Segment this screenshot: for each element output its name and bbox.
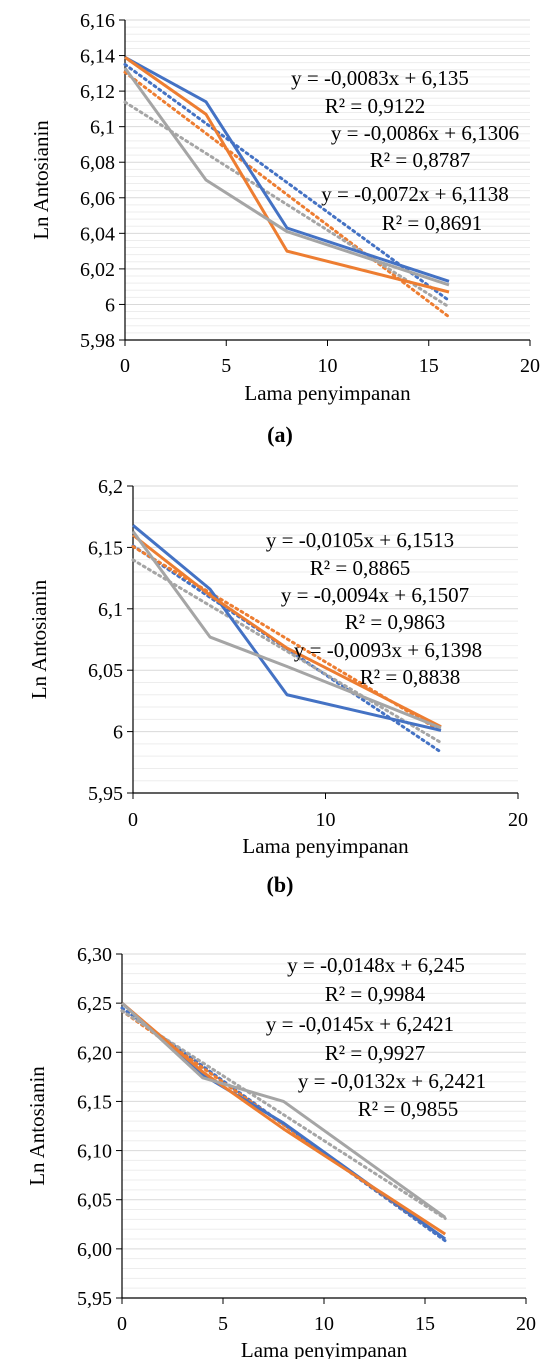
series-line-a-3 [123, 67, 450, 287]
series-line-b-2 [132, 533, 442, 729]
trendline-a-2 [123, 70, 451, 319]
y-tick-label-c: 6,20 [77, 1042, 112, 1064]
y-tick-label-a: 6 [105, 294, 115, 316]
y-tick-label-c: 6,05 [77, 1190, 112, 1212]
y-tick-label-b: 6,1 [98, 599, 123, 621]
series-line-b-3 [131, 530, 442, 730]
trend-annotation-c: R² = 0,9927 [325, 1041, 425, 1065]
y-tick-label-a: 6,1 [90, 117, 115, 139]
trendline-a-1 [123, 62, 451, 303]
y-tick-label-c: 6,30 [77, 944, 112, 966]
y-tick-label-b: 6,15 [88, 537, 123, 559]
y-tick-label-c: 6,10 [77, 1141, 112, 1163]
y-tick-label-a: 6,06 [80, 188, 115, 210]
trend-annotation-b: R² = 0,8838 [360, 665, 460, 689]
trend-annotation-c: y = -0,0148x + 6,245 [287, 953, 465, 977]
trend-annotation-b: y = -0,0094x + 6,1507 [281, 583, 469, 607]
trend-annotation-c: y = -0,0145x + 6,2421 [266, 1012, 454, 1036]
x-tick-label-a: 20 [520, 355, 540, 377]
trend-annotation-c: y = -0,0132x + 6,2421 [298, 1069, 486, 1093]
x-tick-label-a: 15 [419, 355, 439, 377]
trend-annotation-a: y = -0,0072x + 6,1138 [321, 182, 508, 206]
trend-annotation-a: y = -0,0086x + 6,1306 [331, 121, 519, 145]
chart-panel-b: 5,95 6 6,05 6,1 6,15 6,2 0 10 20 Lama penyimpanan… [0, 450, 560, 900]
trend-annotation-a: y = -0,0083x + 6,135 [291, 66, 469, 90]
y-axis-title-b: Ln Antosianin [27, 579, 51, 699]
y-axis-title-c: Ln Antosianin [25, 1066, 49, 1186]
y-tick-label-a: 6,04 [80, 223, 115, 245]
chart-svg-a: 5,98 6 6,02 6,04 6,06 6,08 6,1 6,12 6,14 6,16 0 5 10… [29, 10, 540, 447]
x-axis-title-a: Lama penyimpanan [244, 381, 411, 405]
panel-label-a: (a) [267, 422, 293, 447]
trend-annotation-c: R² = 0,9855 [358, 1097, 458, 1121]
y-axis-title-a: Ln Antosianin [29, 120, 53, 240]
y-tick-label-b: 6,2 [98, 476, 123, 498]
x-tick-label-b: 20 [508, 809, 528, 831]
y-tick-label-a: 6,12 [80, 81, 115, 103]
series-line-c-2 [121, 1002, 447, 1236]
y-tick-label-c: 6,00 [77, 1239, 112, 1261]
series-line-a-2 [124, 56, 450, 294]
trend-annotation-b: R² = 0,8865 [310, 556, 410, 580]
x-tick-label-c: 0 [117, 1313, 127, 1335]
chart-panel-a: 5,98 6 6,02 6,04 6,06 6,08 6,1 6,12 6,14 6,16 0 5 10… [0, 0, 560, 447]
y-tick-label-b: 6,05 [88, 660, 123, 682]
y-tick-label-a: 6,02 [80, 259, 115, 281]
y-tick-label-b: 5,95 [88, 783, 123, 805]
trend-annotation-b: y = -0,0105x + 6,1513 [266, 528, 454, 552]
chart-svg-c: 5,95 6,00 6,05 6,10 6,15 6,20 6,25 6,30 0 5 10 15 20… [25, 944, 536, 1359]
series-line-a-1 [124, 56, 450, 283]
x-tick-label-b: 10 [316, 809, 336, 831]
trend-annotation-a: R² = 0,9122 [325, 94, 425, 118]
y-tick-label-c: 5,95 [77, 1288, 112, 1310]
x-tick-label-c: 20 [516, 1313, 536, 1335]
x-tick-label-a: 5 [221, 355, 231, 377]
chart-panel-c: 5,95 6,00 6,05 6,10 6,15 6,20 6,25 6,30 0 5 10 15 20… [0, 910, 560, 1359]
x-tick-label-c: 10 [314, 1313, 334, 1335]
trend-annotation-b: y = -0,0093x + 6,1398 [294, 638, 482, 662]
x-tick-label-b: 0 [128, 809, 138, 831]
y-tick-label-a: 6,16 [80, 10, 115, 32]
x-axis-title-b: Lama penyimpanan [242, 834, 409, 858]
trendline-c-3 [120, 1009, 447, 1220]
trend-annotation-a: R² = 0,8691 [382, 211, 482, 235]
y-tick-label-c: 6,25 [77, 993, 112, 1015]
series-line-b-1 [132, 524, 442, 732]
trend-annotation-a: R² = 0,8787 [370, 148, 470, 172]
y-tick-label-a: 6,14 [80, 46, 115, 68]
y-tick-label-b: 6 [113, 722, 123, 744]
x-tick-label-a: 0 [120, 355, 130, 377]
x-tick-label-c: 15 [415, 1313, 435, 1335]
y-tick-label-a: 5,98 [80, 330, 115, 352]
trendline-a-3 [123, 100, 451, 309]
y-tick-label-a: 6,08 [80, 152, 115, 174]
chart-svg-b: 5,95 6 6,05 6,1 6,15 6,2 0 10 20 Lama penyimpanan… [27, 476, 528, 897]
y-tick-label-c: 6,15 [77, 1091, 112, 1113]
trend-annotation-c: R² = 0,9984 [325, 982, 426, 1006]
x-tick-label-c: 5 [218, 1313, 228, 1335]
trend-annotation-b: R² = 0,9863 [345, 610, 445, 634]
panel-label-b: (b) [267, 872, 294, 897]
trendline-b-3 [131, 558, 443, 745]
series-line-c-3 [120, 1002, 447, 1219]
x-axis-title-c: Lama penyimpanan [241, 1338, 408, 1359]
x-tick-label-a: 10 [318, 355, 338, 377]
